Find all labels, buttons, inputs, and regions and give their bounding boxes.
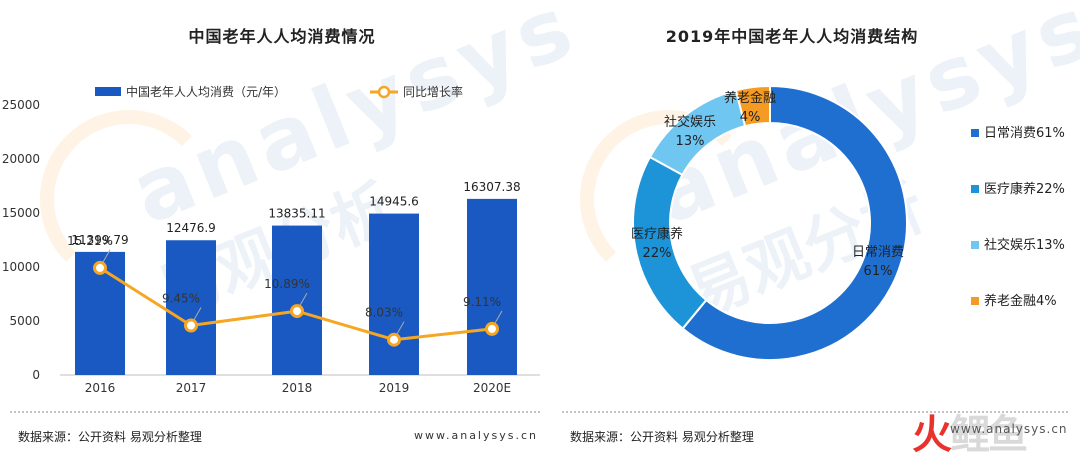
y-tick-label-5: 25000 <box>2 98 40 112</box>
donut-label-医疗康养: 医疗康养 22% <box>631 226 683 261</box>
pie-legend-label-日常消费: 日常消费61% <box>984 126 1065 141</box>
bar-2017 <box>166 240 216 375</box>
right-source-note: 数据来源：公开资料 易观分析整理 <box>570 429 754 444</box>
growth-leader-2016 <box>101 249 111 265</box>
left-source-note: 数据来源：公开资料 易观分析整理 <box>18 429 202 444</box>
donut-label-社交娱乐: 社交娱乐 13% <box>664 114 716 149</box>
legend-swatch-marker <box>377 85 391 99</box>
donut-label-养老金融: 养老金融 4% <box>724 90 776 125</box>
pie-legend-label-社交娱乐: 社交娱乐13% <box>984 237 1065 253</box>
y-tick-label-1: 5000 <box>9 314 40 328</box>
legend-swatch-bar <box>95 87 121 96</box>
bar-2019 <box>369 213 419 375</box>
legend-label-line: 同比增长率 <box>403 84 463 99</box>
right-chart-title: 2019年中国老年人人均消费结构 <box>666 27 919 46</box>
donut-slice-医疗康养 <box>632 155 708 330</box>
growth-leader-2017 <box>192 307 202 322</box>
pie-legend-swatch-医疗康养 <box>971 185 979 193</box>
growth-point-2018 <box>290 304 304 319</box>
pie-legend-label-养老金融: 养老金融4% <box>984 293 1057 309</box>
x-tick-label-2018: 2018 <box>282 381 313 395</box>
pie-legend-swatch-养老金融 <box>971 297 979 305</box>
growth-point-2020E <box>485 321 499 336</box>
bar-value-label-2016: 11399.79 <box>71 233 128 247</box>
pie-legend: 日常消费61% 医疗康养22% 社交娱乐13% 养老金融4% <box>971 126 1065 309</box>
growth-label-2019: 8.03% <box>365 306 403 320</box>
growth-label-2017: 9.45% <box>162 292 200 306</box>
bar-series: 11399.79 12476.9 13835.11 14945.6 16307.38 <box>71 180 521 375</box>
x-tick-label-2019: 2019 <box>379 381 410 395</box>
donut-slice-日常消费 <box>681 84 908 361</box>
donut-label-日常消费: 日常消费 61% <box>852 245 904 279</box>
bottom-logo-url: www.analysys.cn <box>950 422 1068 436</box>
pie-legend-swatch-社交娱乐 <box>971 241 979 249</box>
y-tick-label-4: 20000 <box>2 152 40 166</box>
bottom-logo-part2: 鲤鱼 <box>950 412 1028 458</box>
donut-labels: 日常消费 61% 医疗康养 22% 社交娱乐 13%养老金融 4% <box>631 90 904 279</box>
bar-2020E <box>467 198 517 375</box>
left-website: www.analysys.cn <box>414 429 538 442</box>
growth-leader-2020E <box>493 310 503 326</box>
growth-label-2020E: 9.11% <box>463 295 501 309</box>
bar-value-label-2017: 12476.9 <box>166 221 216 235</box>
x-tick-label-2020E: 2020E <box>473 381 511 395</box>
bar-2018 <box>272 225 322 375</box>
growth-point-2019 <box>387 332 401 347</box>
bottom-logo-part1: 火 <box>912 412 952 458</box>
bottom-logo: 火鲤鱼 www.analysys.cn <box>912 402 1067 460</box>
growth-point-2017 <box>184 318 198 333</box>
y-tick-label-2: 10000 <box>2 260 40 274</box>
growth-line-series: 15.21% 9.45% 10.89% 8.03% 9.11% <box>67 234 503 347</box>
donut-slice-养老金融 <box>734 84 771 128</box>
growth-label-2018: 10.89% <box>264 277 310 291</box>
legend-label-bar: 中国老年人人均消费（元/年） <box>126 84 286 99</box>
growth-label-2016: 15.21% <box>67 234 113 248</box>
left-chart-title: 中国老年人人均消费情况 <box>188 27 375 46</box>
pie-legend-label-医疗康养: 医疗康养22% <box>984 181 1065 197</box>
y-tick-label-3: 15000 <box>2 206 40 220</box>
donut-chart <box>632 84 908 361</box>
y-tick-label-0: 0 <box>32 368 40 382</box>
bar-value-label-2018: 13835.11 <box>268 207 325 221</box>
pie-legend-swatch-日常消费 <box>971 129 979 137</box>
bar-value-label-2019: 14945.6 <box>369 195 419 209</box>
x-tick-label-2017: 2017 <box>176 381 207 395</box>
y-axis-ticks: 0 5000 10000 15000 20000 25000 <box>2 98 40 382</box>
x-tick-label-2016: 2016 <box>85 381 116 395</box>
growth-point-2016 <box>93 260 107 275</box>
growth-leader-2018 <box>298 292 308 308</box>
x-axis-ticks: 2016 2017 2018 2019 2020E <box>85 381 511 395</box>
growth-leader-2019 <box>395 321 405 336</box>
bar-value-label-2020E: 16307.38 <box>463 180 520 194</box>
